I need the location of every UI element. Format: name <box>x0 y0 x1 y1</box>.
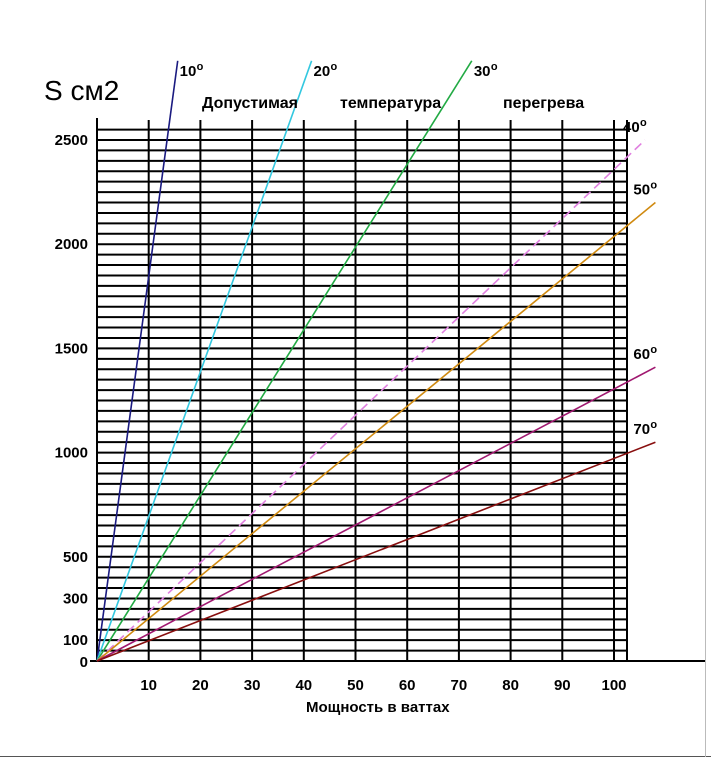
axes <box>90 118 705 662</box>
grid <box>97 120 628 661</box>
series-label-50: 50 <box>633 182 650 199</box>
y-tick-label: 2000 <box>55 236 88 253</box>
y-tick-label: 1500 <box>55 340 88 357</box>
y-tick-label: 1000 <box>55 445 88 462</box>
x-tick-label: 30 <box>244 677 261 694</box>
series-label-unit-30: o <box>491 61 498 73</box>
series-line-10 <box>96 60 179 662</box>
y-tick-labels: 0 100 300 500 1000 1500 2000 2500 <box>55 132 88 671</box>
series-line-70 <box>96 441 656 662</box>
series-line-60 <box>96 366 656 662</box>
title-word-2: температура <box>340 95 441 112</box>
series-label-unit-10: o <box>197 61 204 73</box>
series-line-30 <box>96 60 473 662</box>
y-tick-label: 500 <box>63 549 88 566</box>
y-tick-label: 2500 <box>55 132 88 149</box>
series-label-20: 20 <box>314 63 331 80</box>
x-tick-labels: 10 20 30 40 50 60 70 80 90 100 <box>140 677 626 694</box>
series-lines <box>96 60 656 662</box>
series-line-20 <box>96 60 313 662</box>
x-tick-label: 40 <box>295 677 312 694</box>
x-tick-label: 60 <box>399 677 416 694</box>
series-label-unit-20: o <box>331 61 338 73</box>
y-tick-label: 100 <box>63 632 88 649</box>
series-label-unit-70: o <box>650 419 657 431</box>
x-tick-label: 90 <box>554 677 571 694</box>
series-label-60: 60 <box>633 346 650 363</box>
x-tick-label: 10 <box>140 677 157 694</box>
series-label-10: 10 <box>180 63 197 80</box>
x-tick-label: 20 <box>192 677 209 694</box>
x-tick-label: 100 <box>601 677 626 694</box>
series-line-50 <box>96 201 656 662</box>
x-tick-label: 70 <box>451 677 468 694</box>
x-axis-label: Мощность в ваттах <box>306 699 450 716</box>
frame-bottom-edge <box>0 756 711 757</box>
series-label-unit-40: o <box>640 117 647 129</box>
title-word-3: перегрева <box>503 95 584 112</box>
y-tick-label: 300 <box>63 590 88 607</box>
y-tick-label: 0 <box>80 654 88 671</box>
series-labels: 10 o 20 o 30 o40 o50 o60 o70 o <box>180 61 658 438</box>
x-tick-label: 50 <box>347 677 364 694</box>
x-tick-label: 80 <box>502 677 519 694</box>
series-label-70: 70 <box>633 421 650 438</box>
series-line-40 <box>96 139 646 662</box>
series-label-unit-50: o <box>650 180 657 192</box>
title-word-1: Допустимая <box>202 95 298 112</box>
series-label-unit-60: o <box>650 344 657 356</box>
y-axis-label: S см2 <box>44 75 119 106</box>
frame-right-edge <box>705 0 706 757</box>
series-label-30: 30 <box>474 63 491 80</box>
series-label-40: 40 <box>623 119 640 136</box>
